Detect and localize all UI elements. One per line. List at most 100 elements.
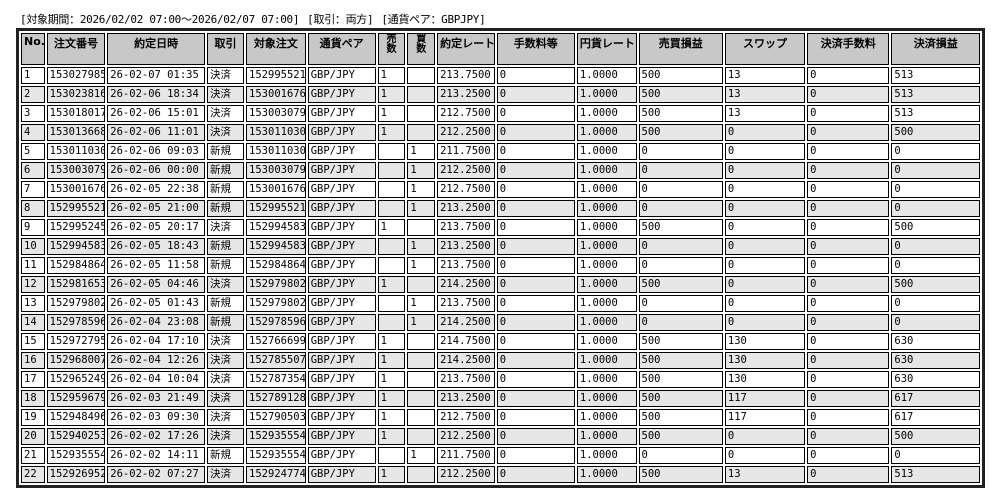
cell-order-number: 152972795 [46,333,106,350]
cell-jpy-rate: 1.0000 [576,333,637,350]
cell-jpy-rate: 1.0000 [576,257,637,274]
cell-currency-pair: GBP/JPY [307,143,376,160]
cell-no: 15 [21,333,45,350]
cell-buy-qty [407,428,436,445]
cell-exec-rate: 212.7500 [437,105,495,122]
cell-exec-rate: 212.2500 [437,124,495,141]
cell-settle-pl: 500 [891,276,980,293]
cell-trade-type: 新規 [207,143,245,160]
cell-buy-qty: 1 [407,257,436,274]
cell-target-order: 152994583 [246,219,306,236]
cell-exec-datetime: 26-02-05 01:43 [107,295,205,312]
cell-jpy-rate: 1.0000 [576,314,637,331]
table-row: 17 152965249 26-02-04 10:04 決済 152787354 GBP/… [21,371,980,388]
cell-settle-pl: 513 [891,105,980,122]
cell-trade-type: 決済 [207,352,245,369]
cell-trade-pl: 500 [638,428,723,445]
cell-exec-datetime: 26-02-04 10:04 [107,371,205,388]
cell-no: 8 [21,200,45,217]
table-row: 3 153018017 26-02-06 15:01 決済 153003079 GBP/J… [21,105,980,122]
cell-target-order: 152984864 [246,257,306,274]
cell-trade-pl: 0 [638,257,723,274]
cell-no: 13 [21,295,45,312]
cell-jpy-rate: 1.0000 [576,238,637,255]
cell-trade-pl: 500 [638,67,723,84]
cell-settle-fee: 0 [807,124,890,141]
table-row: 18 152959679 26-02-03 21:49 決済 152789128 GBP/… [21,390,980,407]
cell-no: 16 [21,352,45,369]
cell-settle-fee: 0 [807,466,890,483]
cell-trade-type: 決済 [207,409,245,426]
cell-target-order: 153003079 [246,105,306,122]
cell-sell-qty: 1 [377,276,406,293]
cell-swap: 0 [724,447,806,464]
cell-target-order: 152766699 [246,333,306,350]
cell-trade-type: 新規 [207,447,245,464]
cell-swap: 0 [724,181,806,198]
cell-settle-pl: 617 [891,409,980,426]
cell-jpy-rate: 1.0000 [576,352,637,369]
cell-fee: 0 [496,86,575,103]
cell-settle-fee: 0 [807,238,890,255]
cell-settle-fee: 0 [807,257,890,274]
cell-settle-fee: 0 [807,143,890,160]
cell-no: 18 [21,390,45,407]
cell-settle-pl: 617 [891,390,980,407]
cell-currency-pair: GBP/JPY [307,428,376,445]
cell-exec-datetime: 26-02-05 21:00 [107,200,205,217]
table-header-row: No. 注文番号 約定日時 取引 対象注文 通貨ペア売 数買 数約定レート 手数料等 円貨レー… [21,33,980,65]
cell-settle-fee: 0 [807,333,890,350]
cell-no: 11 [21,257,45,274]
table-row: 8 152995521 26-02-05 21:00 新規 152995521 GBP/J… [21,200,980,217]
cell-order-number: 152959679 [46,390,106,407]
cell-sell-qty [377,162,406,179]
cell-settle-fee: 0 [807,295,890,312]
cell-sell-qty: 1 [377,333,406,350]
cell-exec-rate: 213.7500 [437,295,495,312]
filter-period: [対象期間：2026/02/02 07:00～2026/02/07 07:00] [20,13,300,26]
cell-currency-pair: GBP/JPY [307,67,376,84]
cell-sell-qty: 1 [377,371,406,388]
cell-trade-type: 決済 [207,371,245,388]
column-header-exec-datetime: 約定日時 [107,33,205,65]
cell-order-number: 153023816 [46,86,106,103]
cell-target-order: 152995521 [246,200,306,217]
cell-fee: 0 [496,352,575,369]
cell-currency-pair: GBP/JPY [307,295,376,312]
cell-fee: 0 [496,257,575,274]
cell-currency-pair: GBP/JPY [307,238,376,255]
cell-jpy-rate: 1.0000 [576,124,637,141]
cell-sell-qty [377,257,406,274]
cell-settle-pl: 630 [891,333,980,350]
table-row: 19 152948496 26-02-03 09:30 決済 152790503 GBP/… [21,409,980,426]
cell-exec-rate: 214.2500 [437,352,495,369]
cell-currency-pair: GBP/JPY [307,86,376,103]
cell-exec-datetime: 26-02-06 09:03 [107,143,205,160]
cell-jpy-rate: 1.0000 [576,447,637,464]
cell-buy-qty: 1 [407,314,436,331]
cell-swap: 0 [724,162,806,179]
cell-buy-qty: 1 [407,295,436,312]
cell-buy-qty: 1 [407,447,436,464]
cell-settle-fee: 0 [807,200,890,217]
cell-exec-datetime: 26-02-05 04:46 [107,276,205,293]
cell-exec-rate: 212.2500 [437,162,495,179]
cell-settle-fee: 0 [807,371,890,388]
cell-buy-qty [407,219,436,236]
cell-jpy-rate: 1.0000 [576,219,637,236]
cell-buy-qty: 1 [407,200,436,217]
cell-currency-pair: GBP/JPY [307,105,376,122]
cell-fee: 0 [496,390,575,407]
column-header-no: No. [21,33,45,65]
cell-settle-pl: 500 [891,124,980,141]
cell-buy-qty [407,105,436,122]
cell-fee: 0 [496,447,575,464]
cell-sell-qty: 1 [377,409,406,426]
cell-target-order: 152785507 [246,352,306,369]
cell-trade-pl: 0 [638,143,723,160]
cell-buy-qty [407,409,436,426]
cell-trade-pl: 500 [638,219,723,236]
cell-trade-type: 新規 [207,162,245,179]
cell-currency-pair: GBP/JPY [307,466,376,483]
cell-settle-fee: 0 [807,162,890,179]
